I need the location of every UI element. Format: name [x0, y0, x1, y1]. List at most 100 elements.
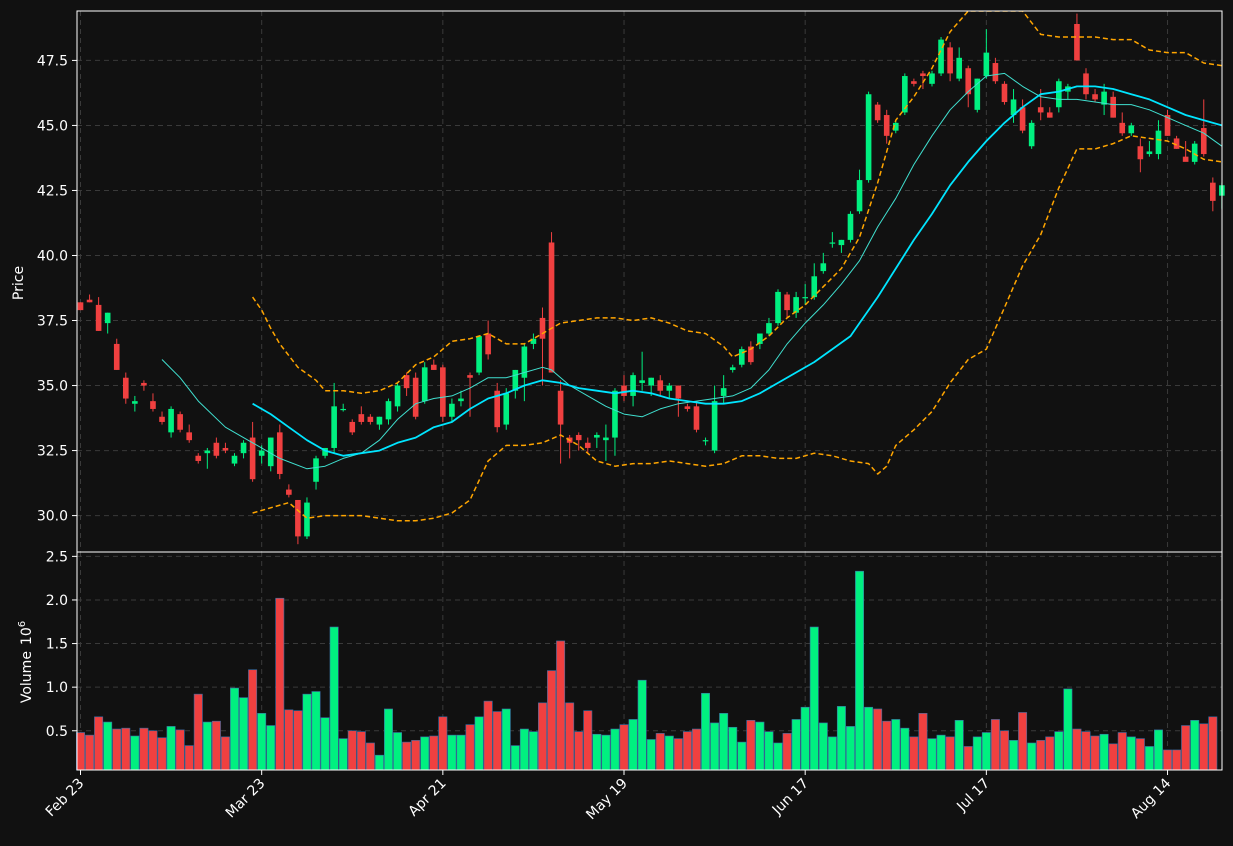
candle-body — [729, 367, 736, 370]
candle-body — [168, 408, 174, 433]
candle-body — [757, 333, 763, 344]
candle-body — [648, 377, 654, 386]
volume-bar — [202, 721, 212, 771]
volume-bar — [329, 626, 339, 771]
volume-bar — [1045, 736, 1055, 771]
candle-body — [920, 73, 926, 77]
bollinger-lower-line — [252, 135, 1222, 522]
price-axis-label: Price — [11, 266, 27, 300]
candle-body — [657, 380, 664, 391]
candle-body — [385, 401, 392, 420]
volume-bar — [1190, 719, 1200, 771]
volume-bar — [275, 597, 285, 771]
candle-body — [476, 336, 482, 373]
candle-body — [141, 382, 147, 386]
price-tick-label: 40.0 — [37, 248, 68, 264]
volume-bar — [619, 724, 629, 771]
candle-body — [313, 458, 319, 482]
candle-body — [965, 68, 972, 95]
volume-bar — [655, 733, 665, 771]
volume-bar — [284, 709, 294, 771]
candle-body — [530, 338, 537, 344]
volume-bar — [1063, 688, 1073, 771]
volume-bar — [710, 722, 720, 771]
candle-body — [738, 349, 745, 365]
price-tick-label: 37.5 — [37, 314, 68, 330]
volume-bar — [166, 726, 176, 771]
volume-bar — [601, 734, 611, 771]
candle-body — [802, 297, 808, 299]
volume-bar — [320, 717, 330, 771]
candle-body — [892, 122, 899, 131]
volume-bar — [1181, 725, 1191, 771]
volume-bar — [846, 726, 855, 771]
candle-body — [267, 437, 274, 467]
candle-body — [829, 242, 836, 244]
volume-bar — [411, 740, 421, 771]
candle-body — [784, 294, 790, 311]
price-tick-label: 35.0 — [37, 379, 68, 395]
volume-bar — [257, 713, 267, 771]
volume-bar — [510, 745, 520, 771]
candle-body — [584, 442, 591, 448]
candle-body — [594, 434, 600, 438]
volume-tick-label: 2.0 — [46, 593, 68, 609]
candle-body — [603, 437, 609, 441]
candle-body — [340, 408, 347, 411]
volume-bar — [211, 720, 221, 771]
volume-bar — [909, 736, 919, 771]
volume-bar — [230, 687, 239, 771]
x-tick-label: Apr 21 — [405, 776, 449, 820]
candle-body — [494, 390, 501, 428]
price-tick-label: 30.0 — [37, 509, 68, 525]
volume-bar — [311, 691, 321, 771]
volume-bar — [402, 741, 412, 771]
volume-bar — [882, 720, 892, 771]
candle-body — [883, 115, 890, 136]
candle-body — [1164, 115, 1171, 136]
candle-body — [195, 455, 202, 461]
volume-bar — [447, 734, 457, 771]
candle-body — [1019, 107, 1026, 131]
candle-body — [1046, 112, 1053, 118]
candle-body — [1119, 122, 1126, 134]
volume-bar — [1000, 730, 1009, 771]
volume-bar — [800, 706, 810, 771]
volume-bar — [873, 708, 883, 771]
candle-body — [295, 499, 301, 537]
volume-bar — [981, 732, 991, 771]
candle-body — [304, 502, 310, 537]
volume-bar — [1163, 749, 1172, 771]
volume-bar — [927, 738, 937, 771]
volume-bar — [827, 736, 837, 771]
volume-bar — [764, 731, 774, 771]
volume-bar — [719, 713, 729, 771]
candle-body — [1092, 94, 1098, 100]
candle-body — [902, 76, 908, 113]
volume-bar — [954, 719, 964, 771]
candle-body — [113, 343, 120, 370]
volume-bar — [501, 708, 511, 771]
candle-body — [1146, 151, 1153, 155]
candle-body — [1074, 24, 1080, 61]
volume-bar — [701, 692, 711, 771]
volume-bar — [85, 734, 95, 771]
volume-bar — [755, 721, 765, 771]
price-panel: 30.0 32.5 35.0 37.5 40.0 42.5 45.0 47.5 — [37, 10, 1225, 553]
candle-body — [286, 489, 292, 495]
volume-axis-exponent-base: 10 — [19, 627, 35, 645]
candle-body — [720, 388, 727, 396]
volume-axis-label-text: Volume — [19, 651, 35, 703]
volume-bar — [130, 735, 140, 771]
volume-bar — [266, 725, 276, 771]
candle-body — [240, 442, 247, 454]
candle-body — [349, 421, 356, 433]
candle-body — [95, 304, 102, 331]
candle-body — [1173, 138, 1180, 149]
volume-bar — [1126, 736, 1136, 771]
volume-bar — [1018, 712, 1028, 771]
candle-body — [503, 393, 510, 425]
volume-bar — [538, 702, 547, 771]
volume-axis-exponent-power: 6 — [17, 621, 28, 627]
